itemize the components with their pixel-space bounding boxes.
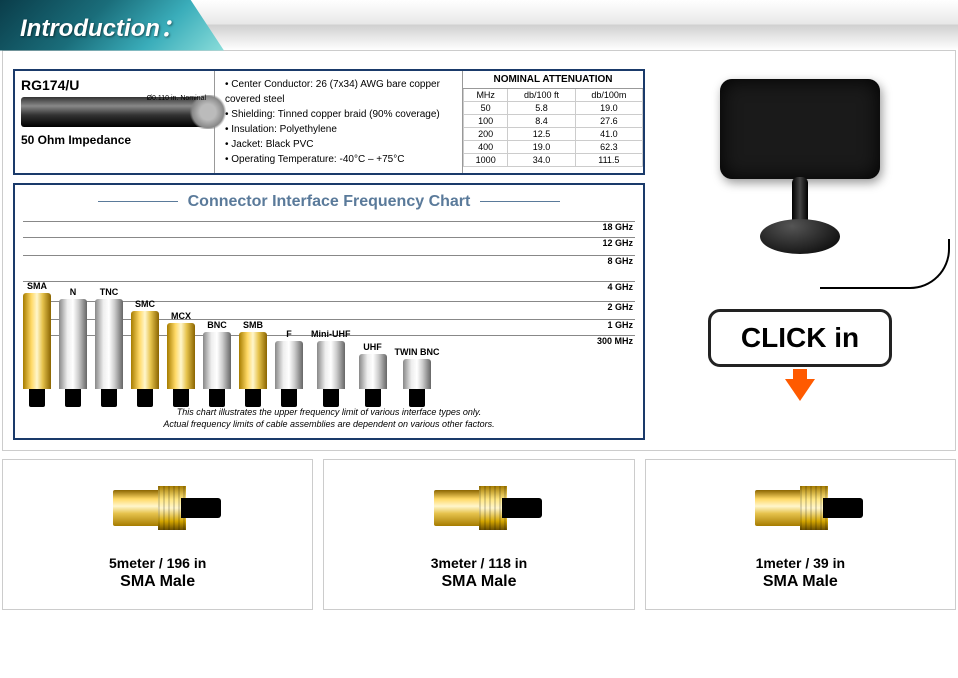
connector-label: TNC [100,287,119,297]
connector-body [95,299,123,389]
product-type: SMA Male [334,573,623,591]
product-length: 3meter / 118 in [334,555,623,571]
product-card[interactable]: 1meter / 39 in SMA Male [645,459,956,610]
table-row: 40019.062.3 [464,141,643,154]
arrow-down-icon [785,379,815,401]
header-bar: Introduction： [0,0,958,50]
connector-label: UHF [363,342,382,352]
frequency-line: 8 GHz [23,255,635,266]
connector-mini-uhf: Mini-UHF [311,329,351,389]
left-column: RG174/U Ø0.110 in. Nominal 50 Ohm Impeda… [13,69,645,440]
right-column: CLICK in [655,69,945,440]
connector-label: N [70,287,77,297]
connector-smc: SMC [131,299,159,389]
chart-footnote: This chart illustrates the upper frequen… [23,407,635,430]
attenuation-table: NOMINAL ATTENUATION MHzdb/100 ftdb/100m … [463,71,643,173]
connector-label: Mini-UHF [311,329,351,339]
antenna-panel [720,79,880,179]
connector-body [403,359,431,389]
frequency-line: 12 GHz [23,237,635,248]
table-row: 505.819.0 [464,102,643,115]
product-card[interactable]: 5meter / 196 in SMA Male [2,459,313,610]
connector-smb: SMB [239,320,267,389]
connector-body [359,354,387,389]
connector-label: SMB [243,320,263,330]
cable-impedance: 50 Ohm Impedance [21,133,208,147]
cable-model: RG174/U [21,77,208,93]
attenuation-data: MHzdb/100 ftdb/100m 505.819.0 1008.427.6… [463,89,643,167]
antenna-cable [820,239,950,289]
spec-item: Center Conductor: 26 (7x34) AWG bare cop… [225,77,452,107]
connector-label: MCX [171,311,191,321]
cable-spec-box: RG174/U Ø0.110 in. Nominal 50 Ohm Impeda… [13,69,645,175]
connector-sma: SMA [23,281,51,389]
spec-item: Jacket: Black PVC [225,137,452,152]
connector-body [239,332,267,389]
antenna-product-image [670,69,930,299]
cable-spec-list: Center Conductor: 26 (7x34) AWG bare cop… [215,71,463,173]
cable-diameter: Ø0.110 in. Nominal [147,95,206,102]
table-row: 20012.541.0 [464,128,643,141]
table-row: 100034.0111.5 [464,154,643,167]
cable-diagram: RG174/U Ø0.110 in. Nominal 50 Ohm Impeda… [15,71,215,173]
sma-connector-image [745,478,855,538]
page-title: Introduction： [0,0,224,51]
connector-label: SMA [27,281,47,291]
chart-title: Connector Interface Frequency Chart [23,193,635,211]
connector-body [317,341,345,389]
connector-uhf: UHF [359,342,387,389]
product-length: 1meter / 39 in [656,555,945,571]
product-cards: 5meter / 196 in SMA Male 3meter / 118 in SM… [2,459,956,610]
attenuation-title: NOMINAL ATTENUATION [463,71,643,89]
main-panel: RG174/U Ø0.110 in. Nominal 50 Ohm Impeda… [2,50,956,451]
connector-twin bnc: TWIN BNC [395,347,440,389]
sma-connector-image [103,478,213,538]
frequency-line: 18 GHz [23,221,635,232]
connector-body [167,323,195,389]
connector-bnc: BNC [203,320,231,389]
product-card[interactable]: 3meter / 118 in SMA Male [323,459,634,610]
click-in-button[interactable]: CLICK in [708,309,892,367]
connector-label: TWIN BNC [395,347,440,357]
connector-label: F [286,329,292,339]
connector-body [131,311,159,389]
frequency-chart: Connector Interface Frequency Chart 18 G… [13,183,645,440]
connector-f: F [275,329,303,389]
spec-item: Insulation: Polyethylene [225,122,452,137]
sma-connector-image [424,478,534,538]
connector-body [275,341,303,389]
connector-mcx: MCX [167,311,195,389]
connector-body [23,293,51,389]
spec-item: Shielding: Tinned copper braid (90% cove… [225,107,452,122]
connector-body [203,332,231,389]
spec-item: Operating Temperature: -40°C – +75°C [225,152,452,167]
connector-body [59,299,87,389]
product-type: SMA Male [13,573,302,591]
connector-label: BNC [207,320,227,330]
connector-n: N [59,287,87,389]
product-length: 5meter / 196 in [13,555,302,571]
connector-tnc: TNC [95,287,123,389]
table-row: 1008.427.6 [464,115,643,128]
connector-label: SMC [135,299,155,309]
product-type: SMA Male [656,573,945,591]
connector-row: 18 GHz12 GHz8 GHz4 GHz2 GHz1 GHz300 MHz … [23,219,635,389]
